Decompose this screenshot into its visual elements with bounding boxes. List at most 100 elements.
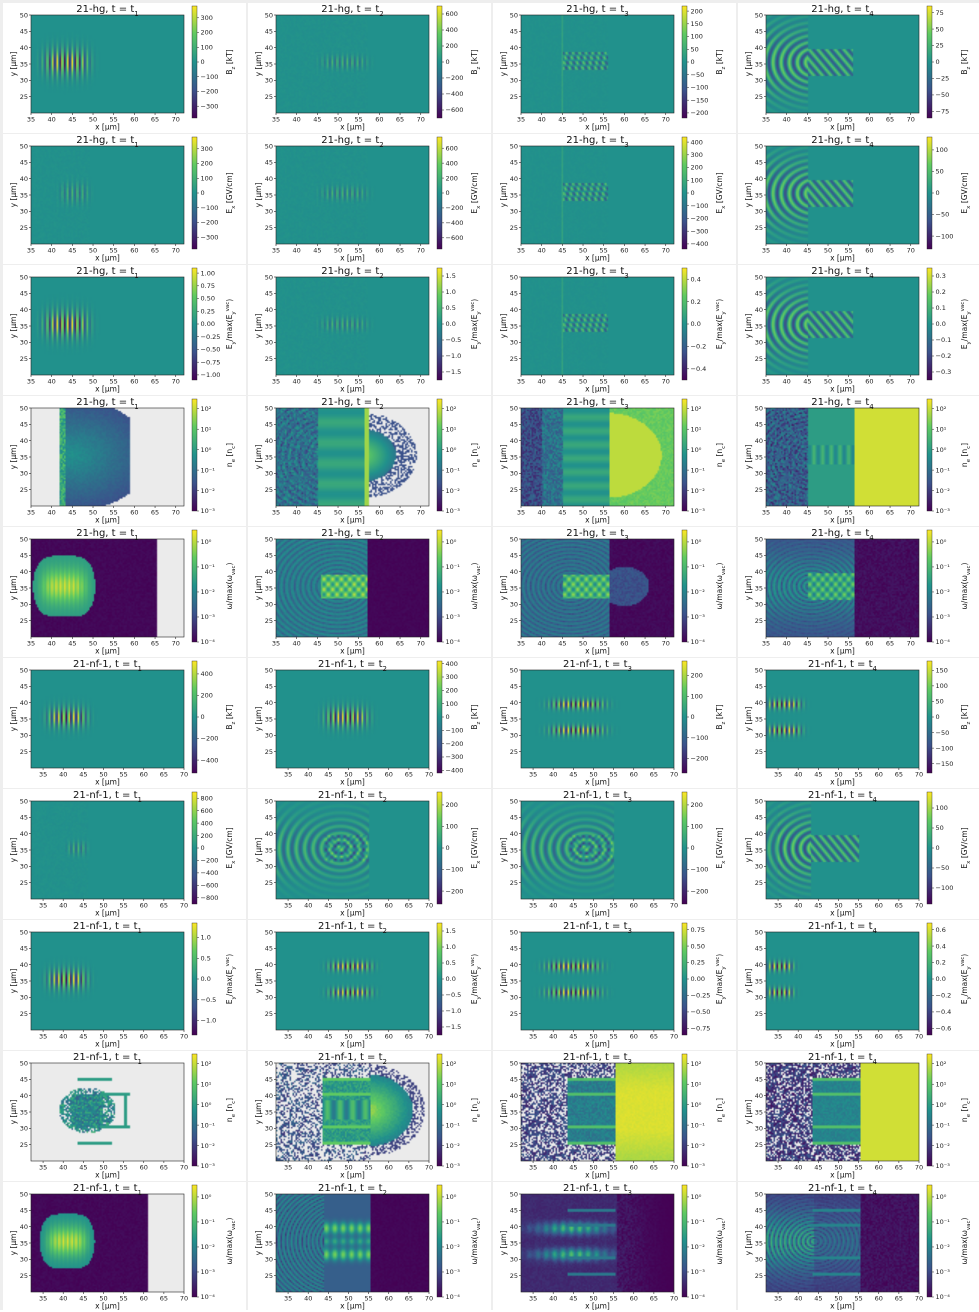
chart-panel-21-hg-Ey/max(Ey^vac)-t2: 21-hg, t = t2 35 40 45 50 55 60 65 70 25 30 35 40 45 5…	[248, 265, 491, 395]
x-tick-label: 40	[538, 378, 546, 386]
x-tick-label: 40	[48, 378, 56, 386]
x-tick-label: 65	[886, 247, 894, 255]
colorbar-tick-label: 25	[936, 42, 944, 50]
y-tick-label: 50	[510, 535, 518, 543]
y-tick-label: 30	[265, 470, 273, 478]
x-axis-label: x [μm]	[340, 1171, 365, 1180]
x-tick-label: 65	[650, 1164, 658, 1172]
x-tick-label: 50	[89, 640, 97, 648]
colorbar	[927, 137, 932, 249]
y-tick-label: 35	[510, 846, 518, 854]
colorbar-tick-label: −50	[691, 71, 705, 79]
y-tick-label: 40	[20, 44, 28, 52]
colorbar	[192, 792, 197, 904]
colorbar-tick-label: 10⁻¹	[691, 563, 706, 571]
colorbar-tick-label: −0.1	[936, 336, 952, 344]
colorbar-tick-label: 10¹	[201, 1080, 212, 1088]
x-tick-label: 70	[915, 771, 923, 779]
x-tick-label: 60	[140, 902, 148, 910]
heatmap-image	[766, 539, 919, 637]
y-tick-label: 40	[755, 306, 763, 314]
y-tick-label: 40	[510, 568, 518, 576]
x-axis-label: x [μm]	[585, 647, 610, 656]
colorbar-tick-label: 10²	[201, 1060, 212, 1068]
y-tick-label: 50	[265, 666, 273, 674]
colorbar-tick-label: −300	[691, 227, 709, 235]
colorbar-tick-label: 10⁰	[691, 538, 702, 546]
chart-panel-21-hg-ω/max(ωvac)-t2: 21-hg, t = t2 35 40 45 50 55 60 65 70 25 30 35 40 45 5…	[248, 527, 491, 657]
x-tick-label: 50	[589, 771, 597, 779]
colorbar-tick-label: 0.0	[936, 975, 946, 983]
x-axis-label: x [μm]	[340, 123, 365, 132]
colorbar-tick-label: 10⁰	[936, 538, 947, 546]
y-tick-label: 40	[265, 44, 273, 52]
colorbar-tick-label: −600	[446, 106, 464, 114]
x-tick-label: 45	[313, 509, 321, 517]
x-axis-label: x [μm]	[830, 778, 855, 787]
colorbar-tick-label: 400	[201, 819, 213, 827]
colorbar-tick-label: 10⁻²	[936, 487, 951, 495]
chart-title: 21-nf-1, t = t4	[808, 1183, 878, 1197]
y-tick-label: 30	[20, 863, 28, 871]
y-tick-label: 35	[20, 584, 28, 592]
x-tick-label: 45	[569, 1295, 577, 1303]
colorbar-tick-label: 10⁻³	[446, 1268, 461, 1276]
colorbar-tick-label: 0.2	[936, 959, 946, 967]
colorbar-tick-label: 10⁰	[446, 538, 457, 546]
x-tick-label: 35	[774, 902, 782, 910]
colorbar	[192, 137, 197, 249]
x-tick-label: 35	[272, 378, 280, 386]
colorbar-tick-label: 10⁻⁴	[201, 638, 216, 646]
y-tick-label: 25	[20, 879, 28, 887]
y-tick-label: 40	[755, 961, 763, 969]
colorbar-tick-label: 300	[201, 14, 213, 22]
y-tick-label: 25	[510, 1010, 518, 1018]
x-tick-label: 55	[609, 902, 617, 910]
y-tick-label: 30	[265, 994, 273, 1002]
x-tick-label: 65	[650, 771, 658, 779]
colorbar-tick-label: 10⁻²	[201, 588, 216, 596]
x-tick-label: 35	[39, 771, 47, 779]
x-tick-label: 55	[355, 509, 363, 517]
y-tick-label: 45	[510, 945, 518, 953]
colorbar-tick-label: 10¹	[691, 1080, 702, 1088]
y-tick-label: 45	[265, 945, 273, 953]
colorbar-tick-label: 0	[446, 58, 450, 66]
x-tick-label: 40	[549, 1295, 557, 1303]
y-tick-label: 45	[510, 159, 518, 167]
colorbar-tick-label: −0.50	[201, 346, 221, 354]
x-axis-label: x [μm]	[340, 385, 365, 394]
y-tick-label: 50	[265, 797, 273, 805]
colorbar-tick-label: 0	[201, 713, 205, 721]
colorbar-label: ne [nc]	[470, 443, 482, 467]
y-tick-label: 40	[20, 830, 28, 838]
colorbar-label: Bz [kT]	[225, 704, 237, 729]
x-tick-label: 50	[834, 1295, 842, 1303]
y-tick-label: 45	[265, 1207, 273, 1215]
chart-panel-21-hg-ω/max(ωvac)-t1: 21-hg, t = t1 35 40 45 50 55 60 65 70 25 30 35 40 45 5…	[3, 527, 246, 657]
colorbar	[682, 268, 687, 380]
y-tick-label: 35	[510, 453, 518, 461]
x-tick-label: 70	[907, 509, 915, 517]
colorbar-tick-label: 10¹	[446, 425, 457, 433]
y-axis-label: y [μm]	[744, 1100, 753, 1125]
chart-panel-21-hg-Ex-t1: 21-hg, t = t1 35 40 45 50 55 60 65 70 25 30 35 40 45 5…	[3, 134, 246, 264]
x-tick-label: 45	[814, 771, 822, 779]
x-tick-label: 50	[89, 378, 97, 386]
x-tick-label: 45	[814, 1033, 822, 1041]
chart-title: 21-hg, t = t3	[566, 397, 628, 411]
x-tick-label: 35	[517, 378, 525, 386]
x-tick-label: 45	[558, 378, 566, 386]
x-axis-label: x [μm]	[95, 778, 120, 787]
chart-title: 21-hg, t = t2	[321, 266, 383, 280]
y-tick-label: 50	[510, 1059, 518, 1067]
x-tick-label: 70	[662, 247, 670, 255]
y-axis-label: y [μm]	[499, 576, 508, 601]
colorbar-tick-label: 10⁰	[446, 1101, 457, 1109]
heatmap-image	[521, 1194, 674, 1292]
colorbar-tick-label: 10²	[691, 1060, 702, 1068]
x-tick-label: 35	[529, 902, 537, 910]
x-tick-label: 55	[110, 116, 118, 124]
y-tick-label: 30	[20, 601, 28, 609]
x-tick-label: 60	[130, 378, 138, 386]
